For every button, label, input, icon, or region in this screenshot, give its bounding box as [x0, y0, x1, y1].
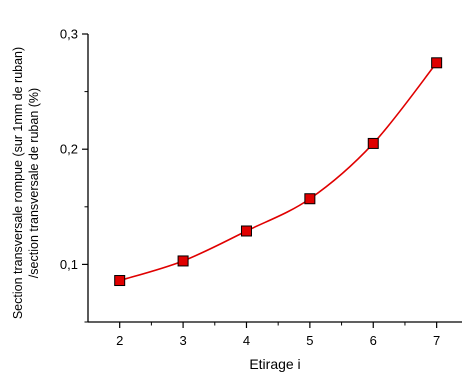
- series-group: [114, 57, 443, 287]
- data-point-0: [114, 275, 126, 287]
- y-axis-title: Section transversale rompue (sur 1mm de …: [11, 47, 41, 319]
- y-tick-label-2: 0,3: [60, 27, 78, 42]
- data-point-4: [367, 137, 379, 149]
- x-tick-label-5: 7: [433, 333, 440, 348]
- data-point-5: [431, 57, 443, 69]
- tick-marks: [82, 33, 438, 328]
- x-tick-label-4: 6: [370, 333, 377, 348]
- x-tick-labels: 2 3 4 5 6 7: [116, 333, 440, 348]
- x-tick-label-2: 4: [243, 333, 250, 348]
- y-tick-label-0: 0,1: [60, 257, 78, 272]
- x-tick-label-3: 5: [306, 333, 313, 348]
- y-tick-label-1: 0,2: [60, 142, 78, 157]
- x-tick-label-0: 2: [116, 333, 123, 348]
- x-axis-title: Etirage i: [249, 356, 300, 372]
- y-tick-labels: 0,1 0,2 0,3: [60, 27, 78, 272]
- data-point-3: [304, 193, 316, 205]
- data-point-2: [240, 225, 252, 237]
- x-tick-label-1: 3: [179, 333, 186, 348]
- plot-frame: [87, 34, 462, 323]
- fit-curve-0: [119, 62, 438, 282]
- y-axis-title-line-2: /section transversale de ruban (%): [27, 88, 41, 278]
- data-point-1: [177, 255, 189, 267]
- y-axis-title-line-1: Section transversale rompue (sur 1mm de …: [11, 47, 25, 319]
